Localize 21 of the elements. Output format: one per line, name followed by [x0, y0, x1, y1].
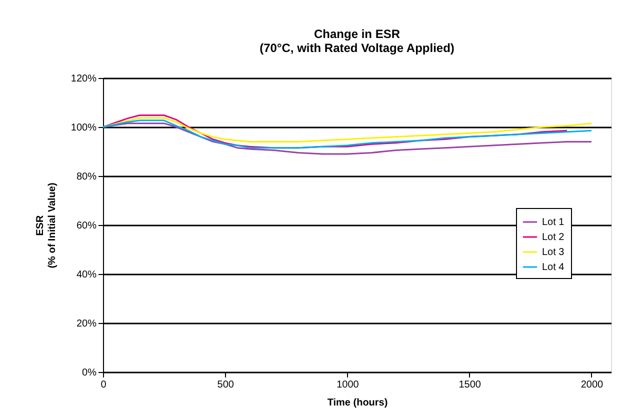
x-tick-label: 1000 — [336, 380, 360, 390]
x-tick-label: 500 — [217, 380, 234, 390]
y-tick-label: 100% — [70, 122, 97, 134]
x-tick-label: 1500 — [458, 380, 482, 390]
legend-label: Lot 3 — [542, 247, 565, 258]
x-tick-label: 2000 — [580, 380, 604, 390]
y-tick-label: 60% — [76, 220, 97, 232]
x-axis-title: Time (hours) — [327, 398, 388, 408]
legend-label: Lot 2 — [542, 232, 565, 243]
x-tick-label: 0 — [100, 380, 107, 390]
y-tick-label: 40% — [76, 270, 97, 280]
line-series — [102, 120, 592, 149]
legend-label: Lot 4 — [542, 262, 565, 273]
y-tick-label: 20% — [76, 318, 97, 330]
y-axis-title: ESR (% of Initial Value) — [34, 182, 58, 268]
legend-label: Lot 1 — [542, 217, 565, 228]
line-series — [102, 117, 592, 142]
y-tick-label: 80% — [76, 172, 97, 182]
y-tick-label: 120% — [70, 74, 97, 84]
y-tick-label: 0% — [82, 368, 97, 378]
chart-title: Change in ESR (70°C, with Rated Voltage Applied) — [260, 27, 454, 55]
